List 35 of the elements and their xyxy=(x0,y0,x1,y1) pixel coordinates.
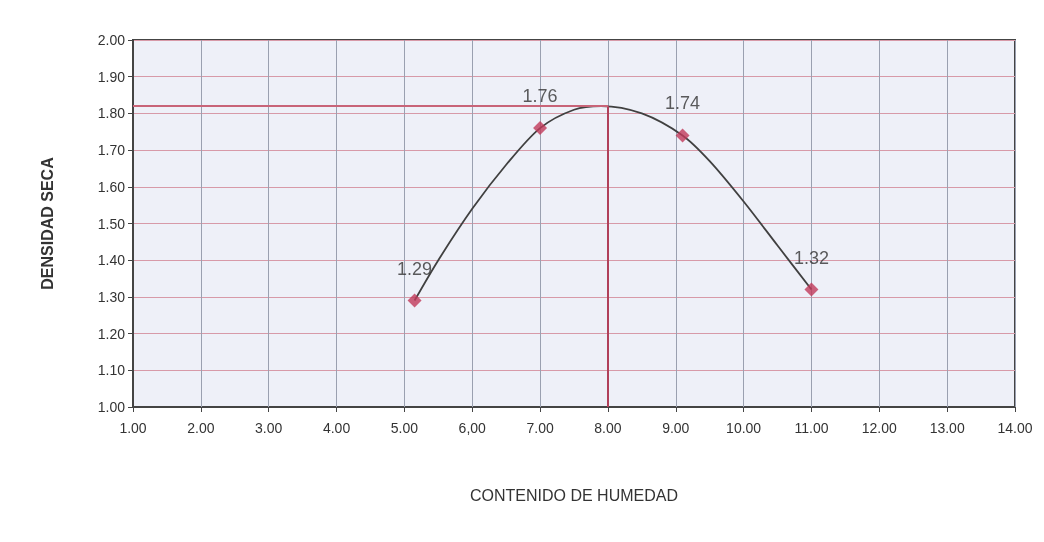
x-tick-label: 7.00 xyxy=(526,420,554,436)
x-tick-label: 11.00 xyxy=(794,420,829,436)
y-tick-label: 1.40 xyxy=(97,252,126,269)
x-tick-label: 9.00 xyxy=(662,420,690,436)
point xyxy=(533,121,548,136)
x-tick-label: 3.00 xyxy=(255,420,283,436)
x-tick-label: 13.00 xyxy=(929,420,965,436)
x-tick-label: 8.00 xyxy=(594,420,622,436)
y-tick-label: 1.20 xyxy=(97,325,126,342)
data-label: 1.29 xyxy=(397,258,433,279)
y-tick-label: 1.60 xyxy=(97,178,126,195)
y-axis-title: DENSIDAD SECA xyxy=(38,156,56,290)
point xyxy=(804,282,819,297)
data-label: 1.74 xyxy=(665,93,701,114)
y-tick-label: 1.30 xyxy=(97,288,126,305)
x-axis-title: CONTENIDO DE HUMEDAD xyxy=(469,486,679,504)
y-tick-label: 1.50 xyxy=(97,215,126,232)
point xyxy=(407,293,422,308)
x-tick-label: 6,00 xyxy=(458,420,487,436)
x-tick-label: 10.00 xyxy=(726,420,762,436)
x-tick-label: 2.00 xyxy=(187,420,215,436)
x-tick-label: 5.00 xyxy=(390,420,419,436)
y-tick-label: 2.00 xyxy=(97,32,126,48)
x-tick-label: 4.00 xyxy=(322,420,351,436)
y-tick-label: 1.90 xyxy=(97,68,126,85)
data-label: 1.76 xyxy=(522,86,558,107)
point xyxy=(675,128,690,143)
y-tick-label: 1.80 xyxy=(97,105,126,122)
x-tick-label: 1.00 xyxy=(119,420,147,436)
data-label: 1.32 xyxy=(793,247,829,268)
y-tick-label: 1.10 xyxy=(97,362,126,379)
y-tick-label: 1.00 xyxy=(97,399,126,415)
x-tick-label: 12.00 xyxy=(861,420,898,436)
x-tick-label: 14.00 xyxy=(997,420,1033,436)
y-tick-label: 1.70 xyxy=(97,142,126,159)
